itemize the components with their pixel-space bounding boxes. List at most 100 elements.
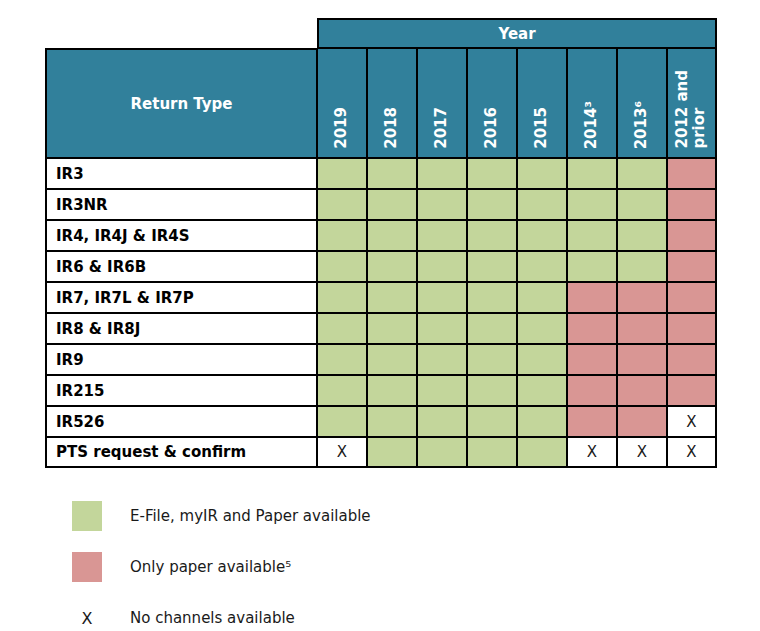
matrix-cell-available — [617, 158, 667, 189]
matrix-cell-paper — [617, 344, 667, 375]
matrix-cell-available — [517, 282, 567, 313]
matrix-cell-available — [417, 158, 467, 189]
matrix-cell-available — [367, 313, 417, 344]
matrix-cell-available — [317, 344, 367, 375]
column-header-2014: 2014³ — [567, 48, 617, 158]
page: Year Return Type 2019 2018 2017 2016 201… — [0, 0, 760, 631]
matrix-cell-paper — [567, 375, 617, 406]
matrix-cell-available — [367, 375, 417, 406]
column-header-2018-label: 2018 — [383, 107, 400, 149]
matrix-cell-none: X — [567, 437, 617, 468]
matrix-cell-paper — [667, 189, 717, 220]
matrix-cell-available — [467, 375, 517, 406]
matrix-cell-available — [317, 189, 367, 220]
column-header-2018: 2018 — [367, 48, 417, 158]
matrix-cell-paper — [667, 344, 717, 375]
matrix-cell-available — [467, 251, 517, 282]
column-header-2016: 2016 — [467, 48, 517, 158]
matrix-cell-available — [417, 375, 467, 406]
column-header-2015-label: 2015 — [533, 107, 550, 149]
legend-label-paper: Only paper available⁵ — [130, 558, 291, 576]
matrix-cell-available — [517, 344, 567, 375]
legend-label-available: E-File, myIR and Paper available — [130, 507, 371, 525]
legend-swatch-available — [72, 501, 102, 531]
matrix-cell-available — [317, 158, 367, 189]
matrix-cell-available — [417, 282, 467, 313]
matrix-cell-available — [617, 189, 667, 220]
matrix-cell-paper — [667, 220, 717, 251]
matrix-cell-available — [467, 158, 517, 189]
row-label: IR215 — [45, 375, 317, 406]
matrix-cell-available — [367, 406, 417, 437]
matrix-cell-available — [417, 220, 467, 251]
matrix-cell-paper — [567, 344, 617, 375]
column-header-2013-label: 2013⁶ — [633, 101, 650, 149]
matrix-cell-none: X — [617, 437, 667, 468]
matrix-cell-available — [367, 189, 417, 220]
matrix-cell-available — [567, 189, 617, 220]
row-label: IR3 — [45, 158, 317, 189]
row-label: IR8 & IR8J — [45, 313, 317, 344]
matrix-cell-paper — [667, 158, 717, 189]
matrix-cell-paper — [617, 406, 667, 437]
matrix-cell-paper — [667, 313, 717, 344]
matrix-cell-paper — [617, 313, 667, 344]
matrix-cell-available — [367, 344, 417, 375]
matrix-cell-paper — [667, 375, 717, 406]
legend-row-available: E-File, myIR and Paper available — [72, 501, 371, 531]
matrix-cell-available — [517, 251, 567, 282]
matrix-cell-available — [417, 406, 467, 437]
matrix-cell-available — [367, 220, 417, 251]
year-group-header: Year — [317, 18, 717, 48]
legend: E-File, myIR and Paper available Only pa… — [72, 501, 371, 631]
legend-marker-none: X — [72, 609, 102, 628]
matrix-cell-paper — [617, 282, 667, 313]
row-label: IR526 — [45, 406, 317, 437]
column-header-2016-label: 2016 — [483, 107, 500, 149]
matrix-cell-paper — [567, 313, 617, 344]
matrix-cell-paper — [667, 251, 717, 282]
matrix-cell-available — [317, 406, 367, 437]
column-header-2013: 2013⁶ — [617, 48, 667, 158]
matrix-cell-available — [617, 251, 667, 282]
column-header-2019-label: 2019 — [333, 107, 350, 149]
matrix-cell-available — [517, 220, 567, 251]
matrix-cell-available — [417, 251, 467, 282]
matrix-cell-available — [417, 313, 467, 344]
matrix-cell-available — [567, 220, 617, 251]
table-top-left-spacer — [45, 18, 317, 48]
row-label: IR4, IR4J & IR4S — [45, 220, 317, 251]
row-label: IR6 & IR6B — [45, 251, 317, 282]
column-header-2012-and-prior-label: 2012 and prior — [674, 70, 709, 149]
matrix-cell-available — [517, 437, 567, 468]
row-label: IR7, IR7L & IR7P — [45, 282, 317, 313]
matrix-cell-available — [467, 220, 517, 251]
matrix-cell-available — [467, 437, 517, 468]
matrix-cell-none: X — [667, 406, 717, 437]
matrix-cell-none: X — [667, 437, 717, 468]
column-header-2017: 2017 — [417, 48, 467, 158]
matrix-cell-paper — [667, 282, 717, 313]
matrix-cell-available — [567, 251, 617, 282]
column-header-2019: 2019 — [317, 48, 367, 158]
column-header-2015: 2015 — [517, 48, 567, 158]
matrix-cell-available — [367, 282, 417, 313]
matrix-cell-available — [617, 220, 667, 251]
matrix-cell-available — [367, 158, 417, 189]
return-type-header: Return Type — [45, 48, 317, 158]
matrix-cell-paper — [567, 406, 617, 437]
matrix-cell-paper — [567, 282, 617, 313]
matrix-cell-available — [317, 375, 367, 406]
matrix-cell-available — [367, 437, 417, 468]
matrix-cell-available — [517, 189, 567, 220]
return-type-header-label: Return Type — [130, 95, 232, 113]
matrix-cell-available — [467, 313, 517, 344]
matrix-cell-available — [467, 282, 517, 313]
year-group-header-label: Year — [498, 25, 535, 43]
matrix-cell-available — [517, 313, 567, 344]
matrix-cell-available — [367, 251, 417, 282]
matrix-cell-available — [517, 375, 567, 406]
row-label: IR3NR — [45, 189, 317, 220]
matrix-cell-available — [317, 282, 367, 313]
column-header-2017-label: 2017 — [433, 107, 450, 149]
